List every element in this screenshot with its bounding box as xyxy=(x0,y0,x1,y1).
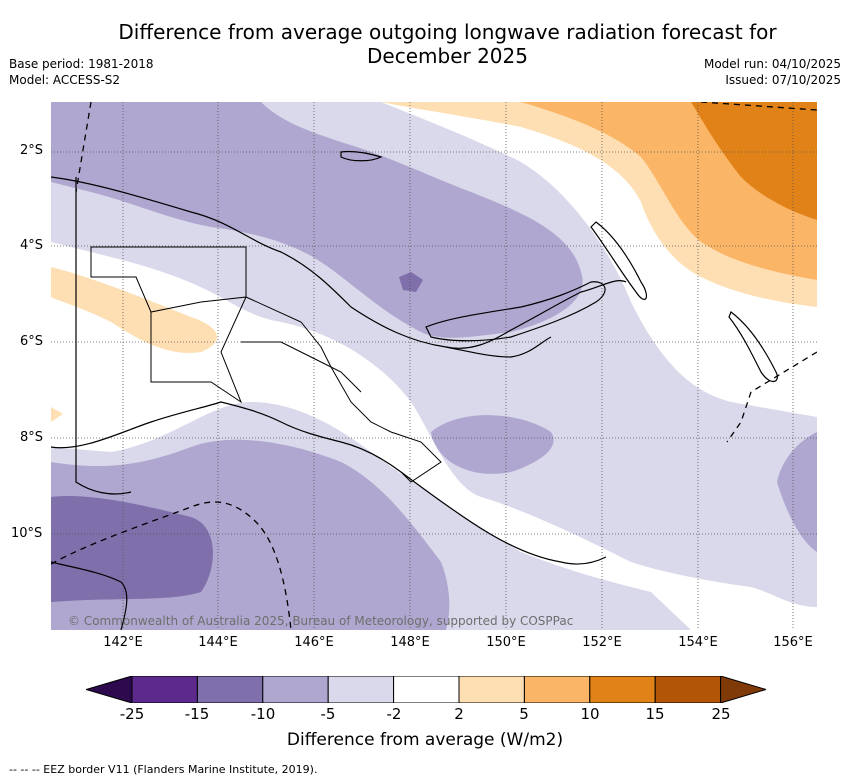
colorbar-tick: -2 xyxy=(386,705,402,723)
colorbar-tick: 25 xyxy=(711,705,731,723)
map-area xyxy=(51,102,817,630)
colorbar-tick: -5 xyxy=(320,705,336,723)
new-britain xyxy=(425,281,606,342)
colorbar-bin xyxy=(589,675,656,704)
border-pg-indonesia xyxy=(75,177,132,495)
colorbar-tick: 10 xyxy=(580,705,600,723)
anomaly-region-light-orange-west xyxy=(51,267,218,353)
base-period: Base period: 1981-2018 xyxy=(9,57,154,71)
lon-label-150e: 150°E xyxy=(486,635,526,650)
colorbar-svg xyxy=(84,675,768,704)
colorbar-tick: 5 xyxy=(519,705,529,723)
model-name: Model: ACCESS-S2 xyxy=(9,73,121,87)
lon-label-152e: 152°E xyxy=(582,635,622,650)
colorbar-bin xyxy=(131,675,198,704)
eez-legend: -- -- -- EEZ border V11 (Flanders Marine… xyxy=(9,763,318,776)
lon-label-154e: 154°E xyxy=(678,635,718,650)
new-guinea-south-coast xyxy=(51,401,607,565)
lat-label-8s: 8°S xyxy=(20,430,44,445)
lat-label-10s: 10°S xyxy=(11,526,43,541)
lon-label-148e: 148°E xyxy=(390,635,430,650)
lon-label-144e: 144°E xyxy=(198,635,238,650)
cape-york xyxy=(51,561,128,630)
colorbar-tick: -25 xyxy=(119,705,145,723)
anomaly-region-light-orange-edge xyxy=(51,407,63,422)
map-title: Difference from average outgoing longwav… xyxy=(0,20,850,68)
colorbar-bin xyxy=(458,675,525,704)
lat-label-4s: 4°S xyxy=(20,238,44,253)
colorbar-tick: 15 xyxy=(645,705,665,723)
colorbar-bin xyxy=(196,675,264,704)
copyright-credit: © Commonwealth of Australia 2025, Bureau… xyxy=(68,614,574,628)
colorbar-bin xyxy=(523,675,591,704)
anomaly-region-dark-purple-small xyxy=(399,272,423,292)
colorbar xyxy=(84,675,768,707)
colorbar-tick: -10 xyxy=(250,705,276,723)
meta-right: Model run: 04/10/2025 Issued: 07/10/2025 xyxy=(704,56,841,88)
colorbar-bin xyxy=(262,675,329,704)
anomaly-region-mid-purple-north xyxy=(51,102,583,338)
anomaly-region-mid-purple-central xyxy=(431,415,554,474)
eez-borders xyxy=(51,102,817,630)
colorbar-extend-min xyxy=(84,675,133,704)
anomaly-region-dark-orange xyxy=(691,102,817,220)
new-ireland xyxy=(590,221,648,300)
manus xyxy=(340,150,383,162)
lon-label-146e: 146°E xyxy=(294,635,334,650)
colorbar-bin xyxy=(393,675,460,704)
lat-label-6s: 6°S xyxy=(20,334,44,349)
bougainville xyxy=(728,311,778,382)
anomaly-region-dark-purple xyxy=(51,496,213,602)
colorbar-label: Difference from average (W/m2) xyxy=(286,730,564,750)
coastlines xyxy=(51,150,778,630)
huon-peninsula xyxy=(445,336,552,358)
province-borders xyxy=(90,246,442,483)
model-run: Model run: 04/10/2025 xyxy=(703,57,841,71)
new-guinea-north-coast xyxy=(51,176,627,349)
lon-label-142e: 142°E xyxy=(103,635,143,650)
issued-date: Issued: 07/10/2025 xyxy=(725,73,841,87)
colorbar-extend-max xyxy=(720,675,768,704)
title-line-2: December 2025 xyxy=(367,44,528,68)
colorbar-tick: -15 xyxy=(184,705,210,723)
olr-anomaly-map xyxy=(51,102,817,630)
title-line-1: Difference from average outgoing longwav… xyxy=(118,20,777,44)
lat-label-2s: 2°S xyxy=(20,143,44,158)
anomaly-region-mid-purple-east xyxy=(777,432,817,552)
meta-left: Base period: 1981-2018 Model: ACCESS-S2 xyxy=(9,56,154,88)
colorbar-bin xyxy=(327,675,395,704)
lon-label-156e: 156°E xyxy=(773,635,813,650)
colorbar-tick: 2 xyxy=(454,705,464,723)
colorbar-bin xyxy=(654,675,722,704)
